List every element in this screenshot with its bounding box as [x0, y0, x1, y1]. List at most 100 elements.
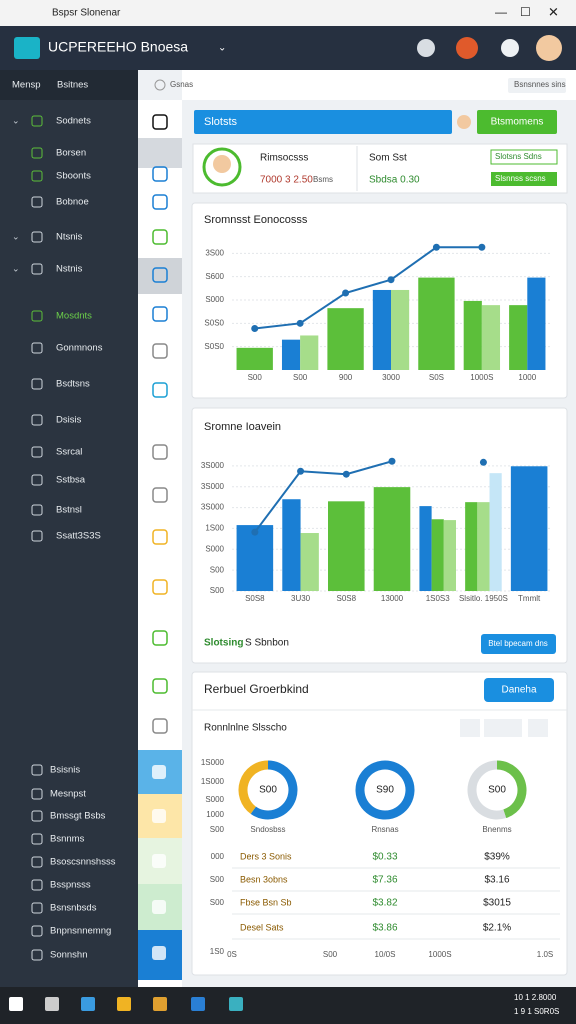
- sidebar-item[interactable]: Sstbsa: [56, 475, 86, 486]
- nav-icon[interactable]: [152, 809, 166, 823]
- nav-icon[interactable]: [152, 630, 168, 646]
- tag[interactable]: [491, 172, 557, 186]
- taskbar-icon[interactable]: [117, 997, 131, 1011]
- point: [432, 243, 440, 251]
- taskbar-icon[interactable]: [81, 997, 95, 1011]
- nav-icon[interactable]: [152, 579, 168, 595]
- sidebar-item[interactable]: Gonmnons: [56, 343, 103, 354]
- y-tick-label: S00: [210, 565, 225, 574]
- sidebar-item[interactable]: Bobnoe: [56, 197, 89, 208]
- header-icon[interactable]: [417, 39, 435, 57]
- taskbar-icon[interactable]: [191, 997, 205, 1011]
- header-icon[interactable]: [501, 39, 519, 57]
- bar: [481, 305, 501, 370]
- nav-icon[interactable]: [152, 306, 168, 322]
- sidebar-item[interactable]: Bnpnsnnemng: [50, 926, 111, 937]
- top-button[interactable]: [477, 110, 557, 134]
- nav-icon[interactable]: [152, 529, 168, 545]
- tool-button[interactable]: [460, 719, 480, 737]
- toolbar-button[interactable]: [508, 78, 566, 93]
- sidebar-icon: [31, 231, 43, 243]
- nav-icon[interactable]: [152, 765, 166, 779]
- tool-button[interactable]: [528, 719, 548, 737]
- nav-icon[interactable]: [152, 900, 166, 914]
- nav-icon[interactable]: [152, 267, 168, 283]
- search-icon[interactable]: [154, 79, 166, 91]
- sidebar-item[interactable]: Ssrcal: [56, 447, 82, 458]
- nav-icon[interactable]: [152, 487, 168, 503]
- taskbar-icon[interactable]: [153, 997, 167, 1011]
- section-button[interactable]: [484, 678, 554, 702]
- sidebar-item[interactable]: Mosdnts: [56, 311, 92, 322]
- close-button[interactable]: ✕: [548, 4, 559, 19]
- sidebar-item[interactable]: Bsdtsns: [56, 379, 90, 390]
- sidebar-item[interactable]: Sonnshn: [50, 950, 88, 961]
- tool-button[interactable]: [484, 719, 504, 737]
- minimize-button[interactable]: —: [495, 5, 507, 19]
- sidebar-tab[interactable]: Bsitnes: [57, 80, 88, 91]
- x-tick-label: 3U30: [291, 594, 311, 603]
- sidebar-item[interactable]: Borsen: [56, 148, 86, 159]
- sidebar-item[interactable]: Bmssgt Bsbs: [50, 811, 106, 822]
- maximize-button[interactable]: ☐: [520, 5, 531, 19]
- nav-icon[interactable]: [152, 382, 168, 398]
- top-banner: [194, 110, 452, 134]
- sidebar-item[interactable]: Dsisis: [56, 415, 82, 426]
- sidebar-tab[interactable]: Mensp: [12, 80, 41, 91]
- axis-label: 1000: [206, 810, 224, 819]
- taskbar-icon[interactable]: [229, 997, 243, 1011]
- tool-button[interactable]: [502, 719, 522, 737]
- nav-icon[interactable]: [152, 166, 168, 182]
- sidebar-item[interactable]: Nstnis: [56, 264, 83, 275]
- bar: [236, 525, 274, 591]
- sidebar-item[interactable]: Bsspnsss: [50, 880, 91, 891]
- axis-label: S00: [210, 898, 225, 907]
- sidebar-icon: [31, 949, 43, 961]
- nav-icon[interactable]: [152, 678, 168, 694]
- y-tick-label: 3S000: [201, 503, 225, 512]
- nav-icon[interactable]: [152, 854, 166, 868]
- x-tick-label: 1000S: [470, 373, 493, 382]
- table-cell: Fbse Bsn Sb: [240, 897, 292, 907]
- nav-icon[interactable]: [152, 229, 168, 245]
- nav-icon[interactable]: [152, 114, 168, 130]
- sidebar-item[interactable]: Ssatt3S3S: [56, 531, 101, 542]
- tag-label: Slsnnss scsns: [495, 174, 546, 183]
- header-avatar[interactable]: [456, 37, 478, 59]
- donut-label: Bnenms: [482, 825, 511, 834]
- sidebar-item[interactable]: Mesnpst: [50, 789, 86, 800]
- sidebar-item[interactable]: Sboonts: [56, 171, 91, 182]
- table-cell: $3.16: [484, 875, 509, 886]
- taskbar-icon[interactable]: [9, 997, 23, 1011]
- taskbar-icon[interactable]: [45, 997, 59, 1011]
- sidebar-item[interactable]: Ntsnis: [56, 232, 83, 243]
- dropdown[interactable]: ⌄: [218, 43, 226, 54]
- sidebar-item[interactable]: Bsnsnbsds: [50, 903, 97, 914]
- nav-icon[interactable]: [152, 444, 168, 460]
- x-tick-label: 1S0S3: [426, 594, 451, 603]
- bar: [431, 519, 444, 591]
- bar: [282, 499, 301, 591]
- x-tick-label: S00: [293, 373, 308, 382]
- sidebar-item[interactable]: Bsisnis: [50, 765, 80, 776]
- sidebar-icon: [31, 378, 43, 390]
- footer-note: S Sbnbon: [245, 638, 289, 649]
- sidebar-item[interactable]: Sodnets: [56, 116, 91, 127]
- nav-icon[interactable]: [152, 946, 166, 960]
- sidebar-item[interactable]: Bsoscsnnshsss: [50, 857, 116, 868]
- sidebar-icon: [31, 788, 43, 800]
- section-subtitle: Ronnlnlne Slsscho: [204, 723, 287, 734]
- profile-title2: Som Sst: [369, 153, 407, 164]
- search-box[interactable]: Gsnas: [170, 80, 193, 89]
- bar: [465, 502, 478, 591]
- sidebar-item[interactable]: Bstnsl: [56, 505, 82, 516]
- nav-icon[interactable]: [152, 194, 168, 210]
- nav-icon[interactable]: [152, 718, 168, 734]
- user-avatar[interactable]: [536, 35, 562, 61]
- sidebar-icon: [31, 879, 43, 891]
- section-card: [191, 671, 568, 976]
- bar: [418, 277, 455, 370]
- nav-icon[interactable]: [152, 343, 168, 359]
- sidebar-item[interactable]: Bsnnms: [50, 834, 85, 845]
- footer-button[interactable]: [481, 634, 556, 654]
